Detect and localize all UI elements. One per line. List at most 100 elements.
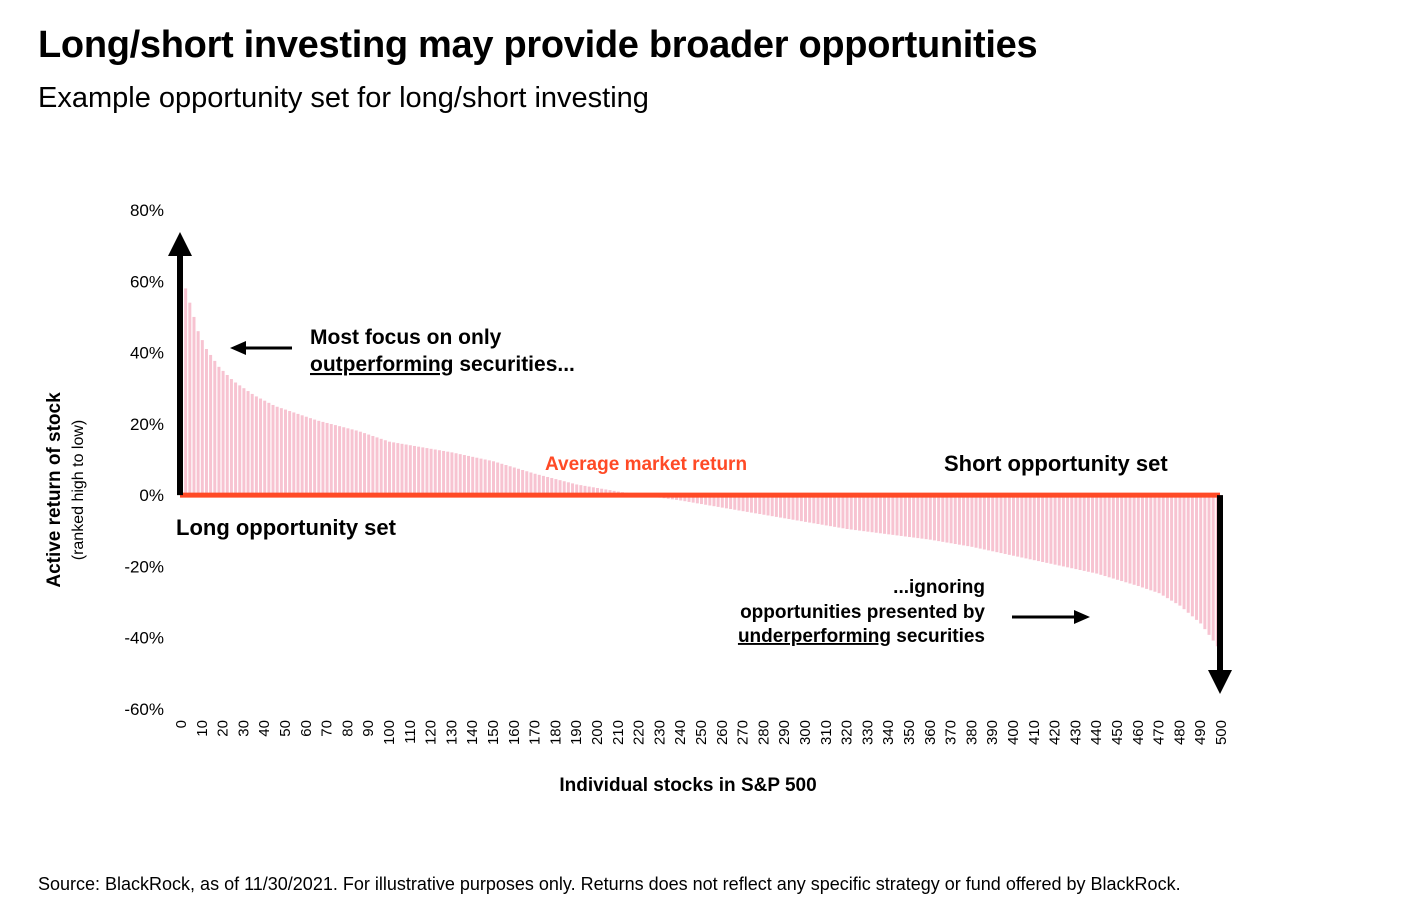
bar — [379, 438, 383, 496]
y-tick-label: 40% — [130, 344, 164, 363]
x-tick-label: 210 — [610, 720, 627, 745]
bar — [799, 495, 803, 522]
bar — [841, 495, 845, 529]
x-tick-label: 410 — [1026, 720, 1043, 745]
bar — [462, 455, 466, 496]
bar — [437, 450, 441, 496]
bar — [600, 488, 604, 496]
bar — [184, 288, 188, 496]
x-tick-label: 110 — [402, 720, 419, 744]
bar — [749, 495, 753, 513]
bar — [808, 495, 812, 523]
bar — [1045, 495, 1049, 563]
x-tick-label: 20 — [215, 720, 232, 737]
y-tick-label: -60% — [124, 700, 164, 719]
bar — [1012, 495, 1015, 556]
bar — [724, 495, 728, 509]
x-tick-label: 360 — [922, 720, 939, 745]
x-tick-label: 170 — [527, 720, 544, 745]
bar — [966, 495, 970, 547]
bar — [333, 425, 337, 496]
bar — [766, 495, 770, 516]
page-title: Long/short investing may provide broader… — [38, 24, 1038, 66]
x-tick-label: 460 — [1130, 720, 1147, 745]
bar — [1161, 495, 1165, 596]
short-ignore-arrow-head — [1074, 610, 1090, 624]
bar — [217, 366, 221, 496]
bar — [962, 495, 966, 546]
bar — [1086, 495, 1090, 572]
bar — [433, 449, 437, 496]
bar — [496, 462, 500, 496]
bar — [541, 475, 545, 496]
x-tick-label: 380 — [963, 720, 980, 745]
x-tick-label: 490 — [1192, 720, 1209, 745]
bar — [196, 331, 200, 496]
bar — [504, 465, 508, 496]
bar — [866, 495, 870, 532]
bar — [862, 495, 866, 532]
bar — [1016, 495, 1020, 557]
bar — [429, 448, 433, 496]
bar — [733, 495, 737, 510]
bar — [188, 302, 192, 496]
bar — [254, 396, 258, 496]
bar — [554, 479, 558, 496]
bar — [313, 419, 317, 496]
bar — [1207, 495, 1211, 635]
bar — [874, 495, 878, 533]
bar — [1136, 495, 1140, 587]
x-tick-label: 150 — [485, 720, 502, 745]
bar — [1082, 495, 1086, 571]
x-tick-label: 370 — [943, 720, 960, 745]
bar — [978, 495, 982, 549]
annotation-short-ignore-line3: underperforming securities — [738, 626, 985, 647]
bar — [704, 495, 708, 505]
bar — [754, 495, 758, 514]
bar — [529, 472, 533, 496]
bar — [912, 495, 916, 538]
bar — [604, 489, 608, 496]
bar — [383, 440, 387, 496]
bar — [745, 495, 749, 512]
bar — [849, 495, 853, 530]
bar — [204, 349, 208, 496]
bar — [1203, 495, 1207, 630]
y-tick-label: 60% — [130, 272, 164, 291]
bar — [475, 457, 479, 496]
bar — [259, 398, 263, 496]
x-tick-label: 430 — [1067, 720, 1084, 745]
bar — [346, 428, 350, 496]
bar — [970, 495, 974, 547]
bar — [691, 495, 695, 503]
x-tick-label: 420 — [1047, 720, 1064, 745]
bar — [525, 471, 529, 496]
bar — [279, 408, 283, 496]
x-tick-label: 290 — [776, 720, 793, 745]
bar — [516, 468, 520, 496]
x-tick-label: 180 — [547, 720, 564, 745]
bar — [404, 444, 408, 496]
bar — [845, 495, 849, 529]
annotation-short-ignore-line2: opportunities presented by — [740, 602, 985, 623]
bar — [770, 495, 774, 517]
bar — [1128, 495, 1132, 584]
bar — [982, 495, 986, 550]
page-subtitle: Example opportunity set for long/short i… — [38, 82, 649, 114]
bar — [720, 495, 724, 508]
bar — [229, 379, 233, 496]
bar — [916, 495, 920, 539]
short-set-arrow-head — [1208, 670, 1232, 694]
x-tick-label: 80 — [339, 720, 356, 737]
bar — [321, 421, 325, 496]
bar — [1103, 495, 1107, 577]
bar — [1170, 495, 1174, 601]
bar — [550, 478, 554, 496]
x-tick-label: 10 — [194, 720, 211, 737]
bar — [895, 495, 899, 536]
bar — [762, 495, 766, 515]
bar — [1145, 495, 1149, 589]
annotation-long-focus-underlined: outperforming — [310, 353, 453, 376]
bar — [1078, 495, 1082, 570]
